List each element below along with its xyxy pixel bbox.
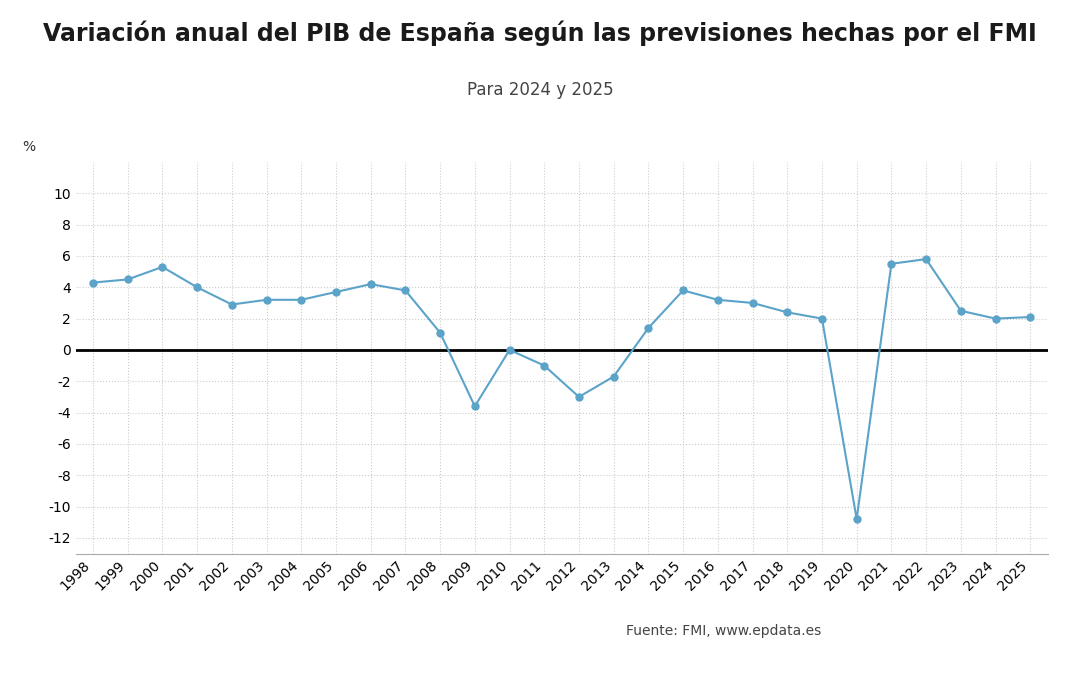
Text: Fuente: FMI, www.epdata.es: Fuente: FMI, www.epdata.es bbox=[626, 624, 822, 638]
Text: %: % bbox=[23, 140, 36, 154]
Text: Para 2024 y 2025: Para 2024 y 2025 bbox=[467, 81, 613, 99]
Text: Variación anual del PIB de España según las previsiones hechas por el FMI: Variación anual del PIB de España según … bbox=[43, 20, 1037, 46]
